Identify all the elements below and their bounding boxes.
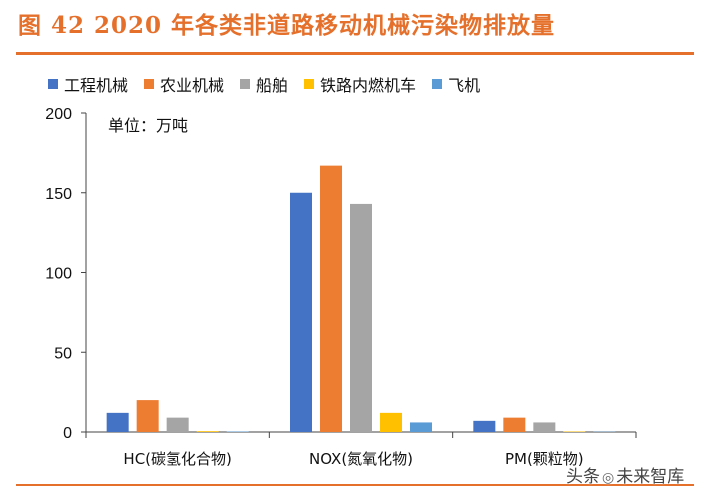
y-tick-label: 0 bbox=[63, 425, 72, 442]
legend-label-5: 飞机 bbox=[448, 76, 481, 95]
legend-item-2: 农业机械 bbox=[144, 72, 224, 96]
legend-swatch-1 bbox=[48, 79, 58, 89]
x-category-label: NOX(氮氧化物) bbox=[309, 450, 413, 468]
bar bbox=[196, 431, 219, 432]
legend-swatch-5 bbox=[432, 79, 443, 89]
legend-item-3: 船舶 bbox=[240, 72, 288, 96]
footer-divider bbox=[16, 484, 694, 486]
unit-label: 单位：万吨 bbox=[108, 116, 189, 135]
legend-swatch-4 bbox=[304, 79, 315, 89]
legend-label-2: 农业机械 bbox=[160, 76, 225, 95]
y-tick-label: 100 bbox=[45, 266, 72, 283]
x-category-label: PM(颗粒物) bbox=[505, 450, 584, 468]
x-category-label: HC(碳氢化合物) bbox=[123, 450, 231, 468]
legend-swatch-3 bbox=[240, 79, 251, 89]
legend-label-4: 铁路内燃机车 bbox=[320, 76, 417, 95]
legend-swatch-2 bbox=[144, 79, 155, 89]
legend-label-1: 工程机械 bbox=[64, 76, 129, 95]
watermark-text-before: 头条 bbox=[566, 467, 600, 487]
bar bbox=[533, 422, 556, 432]
legend-item-5: 飞机 bbox=[432, 72, 480, 96]
bar bbox=[380, 412, 402, 432]
bar bbox=[166, 417, 189, 432]
legend-item-4: 铁路内燃机车 bbox=[304, 72, 416, 96]
bar bbox=[410, 422, 432, 432]
bar bbox=[290, 192, 312, 432]
title-divider bbox=[16, 52, 694, 55]
legend: 工程机械 农业机械 船舶 铁路内燃机车 飞机 bbox=[48, 72, 480, 96]
bar bbox=[136, 400, 159, 432]
bar bbox=[473, 420, 496, 432]
y-tick-label: 200 bbox=[45, 106, 72, 123]
y-tick-label: 150 bbox=[45, 186, 72, 203]
bar bbox=[106, 412, 129, 432]
chart-title: 图 42 2020 年各类非道路移动机械污染物排放量 bbox=[18, 12, 556, 39]
y-tick-label: 50 bbox=[54, 345, 72, 362]
legend-item-1: 工程机械 bbox=[48, 72, 128, 96]
watermark: 头条 ◎ 未来智库 bbox=[566, 462, 684, 487]
bar bbox=[503, 417, 526, 432]
watermark-text-after: 未来智库 bbox=[616, 467, 685, 487]
legend-label-3: 船舶 bbox=[256, 76, 289, 95]
bar bbox=[350, 203, 372, 432]
bar bbox=[320, 165, 342, 432]
wechat-icon: ◎ bbox=[602, 470, 615, 486]
